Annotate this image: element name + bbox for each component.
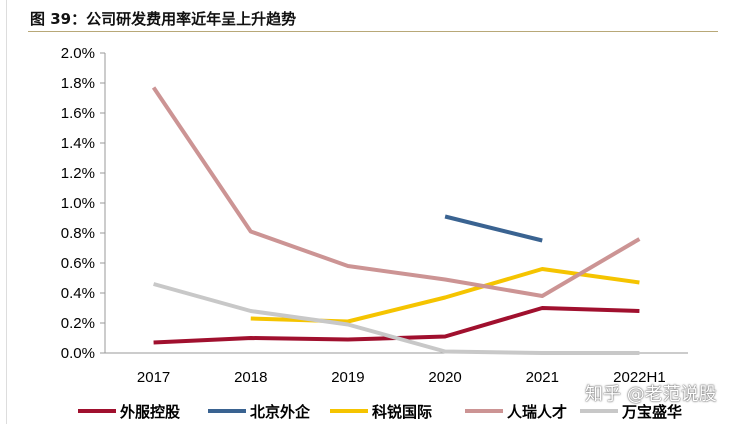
y-tick-label: 0.8% bbox=[61, 225, 95, 242]
legend-label: 人瑞人才 bbox=[507, 403, 567, 421]
title-divider bbox=[28, 31, 718, 32]
legend-label: 万宝盛华 bbox=[621, 403, 682, 421]
y-tick-label: 0.2% bbox=[61, 315, 95, 332]
x-tick-label: 2017 bbox=[137, 369, 170, 386]
y-tick-label: 1.4% bbox=[61, 135, 95, 152]
watermark: 知乎 @老范说股 bbox=[585, 384, 717, 405]
series-line-4 bbox=[151, 86, 641, 298]
series-line-5 bbox=[153, 282, 640, 355]
x-tick-label: 2021 bbox=[526, 369, 559, 386]
chart-title: 图 39：公司研发费用率近年呈上升趋势 bbox=[30, 10, 297, 28]
x-tick-label: 2019 bbox=[331, 369, 364, 386]
series-line-3 bbox=[250, 267, 640, 324]
y-tick-label: 1.8% bbox=[61, 75, 95, 92]
x-tick-label: 2020 bbox=[428, 369, 461, 386]
x-tick-label: 2018 bbox=[234, 369, 267, 386]
y-tick-label: 1.6% bbox=[61, 105, 95, 122]
y-tick-label: 1.2% bbox=[61, 165, 95, 182]
left-border bbox=[6, 0, 7, 424]
x-tick-label: 2022H1 bbox=[613, 369, 666, 386]
y-tick-label: 1.0% bbox=[61, 195, 95, 212]
legend-label: 科锐国际 bbox=[372, 403, 432, 421]
y-tick-label: 2.0% bbox=[61, 45, 95, 62]
legend-label: 北京外企 bbox=[250, 403, 311, 421]
series-line-2 bbox=[444, 214, 543, 243]
y-tick-label: 0.0% bbox=[61, 345, 95, 362]
legend-label: 外服控股 bbox=[119, 403, 181, 421]
y-tick-label: 0.6% bbox=[61, 255, 95, 272]
y-tick-label: 0.4% bbox=[61, 285, 95, 302]
